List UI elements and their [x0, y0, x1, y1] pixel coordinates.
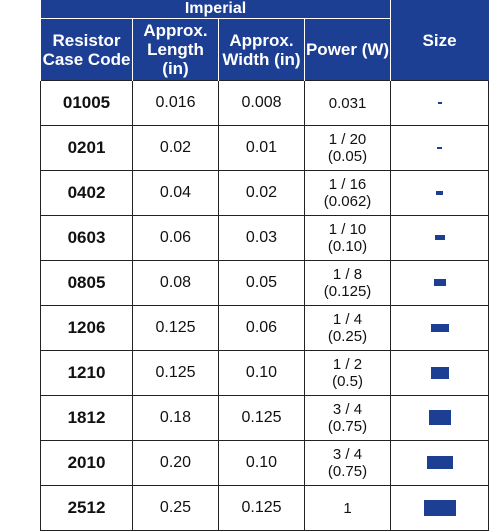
imperial-group-header: Imperial: [39, 0, 392, 19]
power-decimal: (0.10): [327, 238, 368, 255]
power-fraction: 0.031: [328, 94, 367, 112]
power-cell: 1 / 8 (0.125): [303, 260, 392, 306]
table-row: 0402 0.04 0.02 1 / 16 (0.062): [40, 170, 490, 216]
power-decimal: (0.25): [327, 328, 368, 345]
power-cell: 1 / 16 (0.062): [303, 170, 392, 216]
width-cell: 0.06: [218, 305, 305, 351]
case-code-cell: 0603: [40, 215, 133, 261]
power-cell: 3 / 4 (0.75): [303, 440, 392, 486]
resistor-chip-icon: [426, 456, 453, 470]
size-cell: [390, 395, 490, 441]
power-fraction: 3 / 4: [332, 401, 363, 418]
power-decimal: (0.75): [327, 463, 368, 480]
resistor-chip-icon: [436, 190, 444, 195]
size-cell: [390, 260, 490, 306]
width-cell: 0.10: [218, 350, 305, 396]
power-fraction: 1 / 4: [332, 311, 363, 328]
power-decimal: (0.062): [323, 193, 372, 210]
table-row: 0201 0.02 0.01 1 / 20 (0.05): [40, 125, 490, 171]
size-cell: [390, 170, 490, 216]
resistor-chip-icon: [430, 323, 449, 332]
size-cell: [390, 80, 490, 126]
resistor-chip-icon: [430, 366, 449, 379]
length-cell: 0.016: [132, 80, 219, 126]
resistor-chip-icon: [423, 499, 456, 516]
power-fraction: 1 / 16: [328, 176, 367, 193]
table-row: 0805 0.08 0.05 1 / 8 (0.125): [40, 260, 490, 306]
case-code-cell: 1210: [40, 350, 133, 396]
case-code-cell: 2010: [40, 440, 133, 486]
table-row: 0603 0.06 0.03 1 / 10 (0.10): [40, 215, 490, 261]
case-code-cell: 1206: [40, 305, 133, 351]
length-cell: 0.20: [132, 440, 219, 486]
power-cell: 1 / 2 (0.5): [303, 350, 392, 396]
power-cell: 1 / 4 (0.25): [303, 305, 392, 351]
case-code-cell: 0402: [40, 170, 133, 216]
resistor-chip-icon: [437, 146, 443, 149]
resistor-chip-icon: [437, 101, 442, 104]
length-cell: 0.02: [132, 125, 219, 171]
resistor-chip-icon: [433, 279, 446, 287]
width-cell: 0.01: [218, 125, 305, 171]
size-cell: [390, 350, 490, 396]
width-cell: 0.03: [218, 215, 305, 261]
power-fraction: 1 / 20: [328, 131, 367, 148]
width-cell: 0.10: [218, 440, 305, 486]
length-cell: 0.18: [132, 395, 219, 441]
power-cell: 0.031: [303, 80, 392, 126]
power-fraction: 3 / 4: [332, 446, 363, 463]
table-row: 2512 0.25 0.125 1: [40, 485, 490, 531]
power-fraction: 1 / 2: [332, 356, 363, 373]
case-code-cell: 1812: [40, 395, 133, 441]
length-cell: 0.08: [132, 260, 219, 306]
length-cell: 0.125: [132, 305, 219, 351]
resistor-chip-icon: [434, 235, 445, 241]
length-cell: 0.04: [132, 170, 219, 216]
power-decimal: (0.125): [323, 283, 372, 300]
case-code-cell: 01005: [40, 80, 133, 126]
table-row: 1812 0.18 0.125 3 / 4 (0.75): [40, 395, 490, 441]
case-code-cell: 2512: [40, 485, 133, 531]
power-decimal: (0.75): [327, 418, 368, 435]
table-row: 01005 0.016 0.008 0.031: [40, 80, 490, 126]
table-row: 1206 0.125 0.06 1 / 4 (0.25): [40, 305, 490, 351]
size-cell: [390, 305, 490, 351]
width-cell: 0.125: [218, 395, 305, 441]
size-cell: [390, 440, 490, 486]
power-decimal: (0.5): [332, 373, 363, 390]
size-cell: [390, 215, 490, 261]
power-fraction: 1: [343, 499, 352, 517]
power-cell: 1: [303, 485, 392, 531]
resistor-chip-icon: [428, 410, 451, 426]
table-row: 2010 0.20 0.10 3 / 4 (0.75): [40, 440, 490, 486]
size-cell: [390, 485, 490, 531]
length-cell: 0.125: [132, 350, 219, 396]
power-fraction: 1 / 8: [332, 266, 363, 283]
table-row: 1210 0.125 0.10 1 / 2 (0.5): [40, 350, 490, 396]
case-code-cell: 0201: [40, 125, 133, 171]
power-fraction: 1 / 10: [328, 221, 367, 238]
case-code-column-header: Resistor Case Code: [40, 18, 133, 81]
resistor-table-container: Imperial Size Resistor Case Code Approx.…: [39, 0, 490, 531]
power-column-header: Power (W): [303, 18, 392, 81]
length-column-header: Approx. Length (in): [132, 18, 219, 81]
length-cell: 0.25: [132, 485, 219, 531]
power-cell: 1 / 20 (0.05): [303, 125, 392, 171]
width-cell: 0.05: [218, 260, 305, 306]
width-cell: 0.125: [218, 485, 305, 531]
width-cell: 0.02: [218, 170, 305, 216]
power-cell: 1 / 10 (0.10): [303, 215, 392, 261]
case-code-cell: 0805: [40, 260, 133, 306]
width-column-header: Approx. Width (in): [218, 18, 305, 81]
length-cell: 0.06: [132, 215, 219, 261]
size-cell: [390, 125, 490, 171]
size-column-header: Size: [390, 0, 490, 81]
width-cell: 0.008: [218, 80, 305, 126]
power-cell: 3 / 4 (0.75): [303, 395, 392, 441]
resistor-size-table: Imperial Size Resistor Case Code Approx.…: [39, 0, 490, 531]
power-decimal: (0.05): [327, 148, 368, 165]
